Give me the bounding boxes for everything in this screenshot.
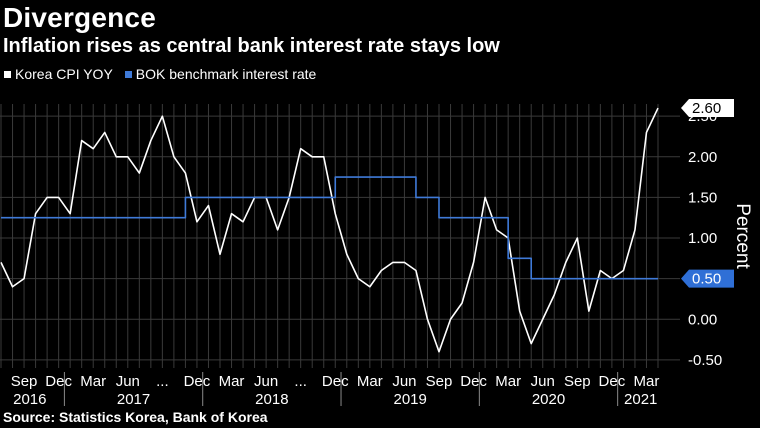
x-tick-label: Jun — [254, 373, 278, 390]
x-year-label: 2021 — [624, 391, 657, 408]
x-tick-label: Dec — [184, 373, 211, 390]
x-tick-label: Sep — [564, 373, 591, 390]
legend-label-rate: BOK benchmark interest rate — [135, 66, 317, 82]
x-tick-label: Dec — [460, 373, 487, 390]
y-tick-label: 0.00 — [688, 311, 717, 328]
legend-swatch-cpi — [4, 70, 11, 78]
chart-subtitle: Inflation rises as central bank interest… — [3, 35, 500, 57]
x-tick-label: Mar — [495, 373, 521, 390]
legend: Korea CPI YOY BOK benchmark interest rat… — [4, 66, 316, 82]
x-year-label: 2020 — [532, 391, 565, 408]
x-year-label: 2017 — [117, 391, 150, 408]
legend-item-cpi: Korea CPI YOY — [4, 66, 113, 82]
rate-last-value-callout: 0.50 — [681, 269, 734, 288]
x-tick-label: Sep — [426, 373, 453, 390]
x-tick-label: Dec — [45, 373, 72, 390]
x-tick-label: Mar — [219, 373, 245, 390]
cpi-line — [0, 107, 659, 353]
x-year-label: 2018 — [255, 391, 288, 408]
x-tick-label: Mar — [80, 373, 106, 390]
x-tick-label: ... — [156, 373, 169, 390]
x-tick-label: Jun — [116, 373, 140, 390]
x-tick-label: Jun — [531, 373, 555, 390]
y-tick-label: 2.00 — [688, 149, 717, 166]
rate-line — [1, 176, 658, 280]
x-tick-label: Dec — [322, 373, 349, 390]
cpi-last-value-callout-box — [681, 99, 734, 118]
legend-label-cpi: Korea CPI YOY — [15, 66, 113, 82]
x-tick-label: ... — [294, 373, 307, 390]
source-note: Source: Statistics Korea, Bank of Korea — [3, 409, 268, 425]
x-year-label: 2019 — [393, 391, 426, 408]
x-tick-label: Mar — [634, 373, 660, 390]
chart-title: Divergence — [3, 2, 156, 33]
x-tick-label: Dec — [599, 373, 626, 390]
rate-last-value-callout-box — [681, 269, 734, 288]
x-tick-label: Jun — [392, 373, 416, 390]
y-tick-label: 1.50 — [688, 189, 717, 206]
x-tick-label: Sep — [11, 373, 38, 390]
x-year-label: 2016 — [13, 391, 46, 408]
x-tick-label: Mar — [357, 373, 383, 390]
y-tick-label: -0.50 — [688, 352, 722, 369]
rate-last-value-callout-text: 0.50 — [692, 271, 721, 288]
y-tick-label: 1.00 — [688, 230, 717, 247]
cpi-last-value-callout-text: 2.60 — [692, 100, 721, 117]
cpi-last-value-callout: 2.60 — [681, 99, 734, 118]
legend-item-rate: BOK benchmark interest rate — [124, 66, 317, 82]
y-axis-label: Percent — [732, 203, 753, 269]
legend-swatch-rate — [124, 70, 132, 78]
